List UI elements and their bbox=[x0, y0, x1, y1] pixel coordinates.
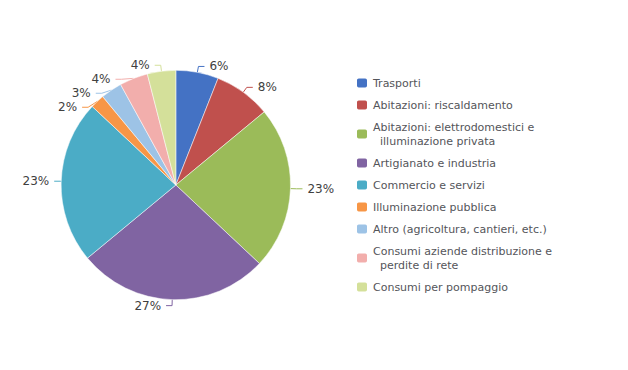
svg-text:Illuminazione pubblica: Illuminazione pubblica bbox=[373, 201, 496, 214]
svg-text:Abitazioni: riscaldamento: Abitazioni: riscaldamento bbox=[373, 99, 513, 112]
svg-text:27%: 27% bbox=[134, 299, 161, 313]
svg-text:2%: 2% bbox=[58, 100, 77, 114]
svg-text:perdite di rete: perdite di rete bbox=[373, 259, 459, 272]
svg-text:3%: 3% bbox=[72, 86, 91, 100]
svg-text:illuminazione privata: illuminazione privata bbox=[373, 135, 495, 148]
svg-text:Artigianato e industria: Artigianato e industria bbox=[373, 157, 496, 170]
svg-text:Trasporti: Trasporti bbox=[372, 77, 421, 90]
svg-text:Altro (agricoltura, cantieri,: Altro (agricoltura, cantieri, etc.) bbox=[373, 223, 547, 236]
svg-text:Consumi per pompaggio: Consumi per pompaggio bbox=[373, 281, 508, 294]
svg-text:23%: 23% bbox=[307, 182, 334, 196]
svg-text:6%: 6% bbox=[209, 59, 228, 73]
svg-text:4%: 4% bbox=[131, 58, 150, 72]
svg-text:8%: 8% bbox=[258, 80, 277, 94]
svg-text:Abitazioni: elettrodomestici e: Abitazioni: elettrodomestici e bbox=[373, 121, 535, 134]
svg-text:Consumi aziende distribuzione: Consumi aziende distribuzione e bbox=[373, 245, 552, 258]
svg-text:23%: 23% bbox=[23, 174, 50, 188]
svg-text:Commercio e servizi: Commercio e servizi bbox=[373, 179, 485, 192]
svg-text:4%: 4% bbox=[91, 72, 110, 86]
